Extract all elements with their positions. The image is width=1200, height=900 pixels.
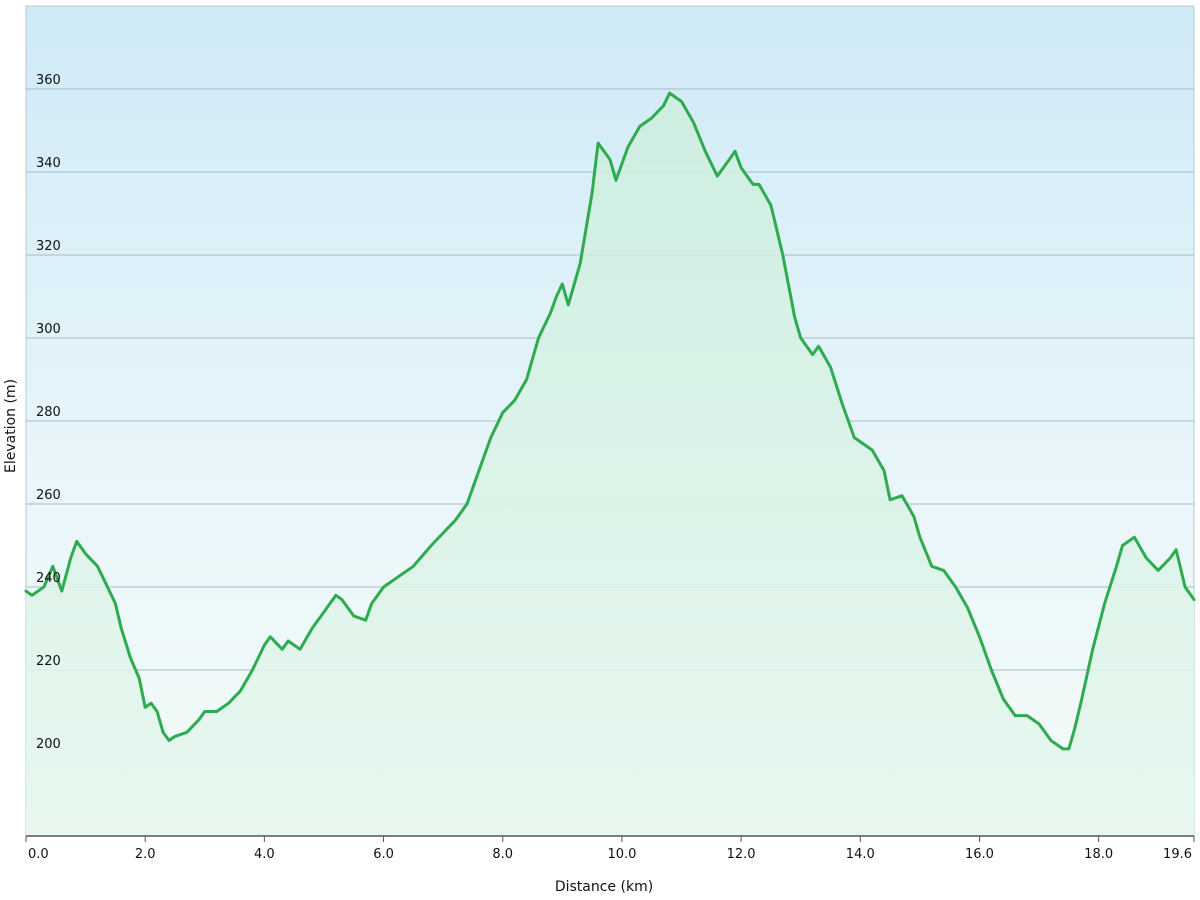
x-ticks: 0.0 2.0 4.0 6.0 8.0 10.0 12.0 14.0 16.0 18.0 19.6: [25, 836, 1195, 862]
y-tick-label: 300: [36, 322, 61, 337]
x-tick-label: 8.0: [492, 847, 513, 862]
elevation-area: [26, 93, 1194, 837]
y-tick-label: 260: [36, 488, 61, 503]
x-tick-label: 18.0: [1084, 847, 1113, 862]
y-tick-label: 280: [36, 405, 61, 420]
x-axis-label: Distance (km): [555, 879, 653, 895]
y-tick-label: 360: [36, 73, 61, 88]
y-tick-label: 320: [36, 239, 61, 254]
y-axis-label: Elevation (m): [3, 379, 19, 473]
series-layer: [24, 91, 1196, 837]
x-tick-label: 4.0: [254, 847, 275, 862]
x-tick-label: 6.0: [373, 847, 394, 862]
x-tick-label: 12.0: [727, 847, 756, 862]
x-tick-label: 10.0: [607, 847, 636, 862]
x-tick-label: 19.6: [1163, 847, 1192, 862]
y-tick-label: 220: [36, 654, 61, 669]
y-ticks: 200 220 240 260 280 300 320 340 360: [36, 73, 61, 752]
x-tick-label: 14.0: [846, 847, 875, 862]
x-tick-label: 16.0: [965, 847, 994, 862]
y-tick-label: 240: [36, 571, 61, 586]
x-tick-label: 2.0: [135, 847, 156, 862]
x-tick-label: 0.0: [28, 847, 49, 862]
y-tick-label: 340: [36, 156, 61, 171]
y-tick-label: 200: [36, 737, 61, 752]
elevation-line: [24, 91, 1196, 751]
